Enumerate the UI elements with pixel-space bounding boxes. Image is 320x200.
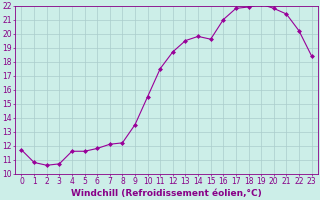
X-axis label: Windchill (Refroidissement éolien,°C): Windchill (Refroidissement éolien,°C) [71,189,262,198]
